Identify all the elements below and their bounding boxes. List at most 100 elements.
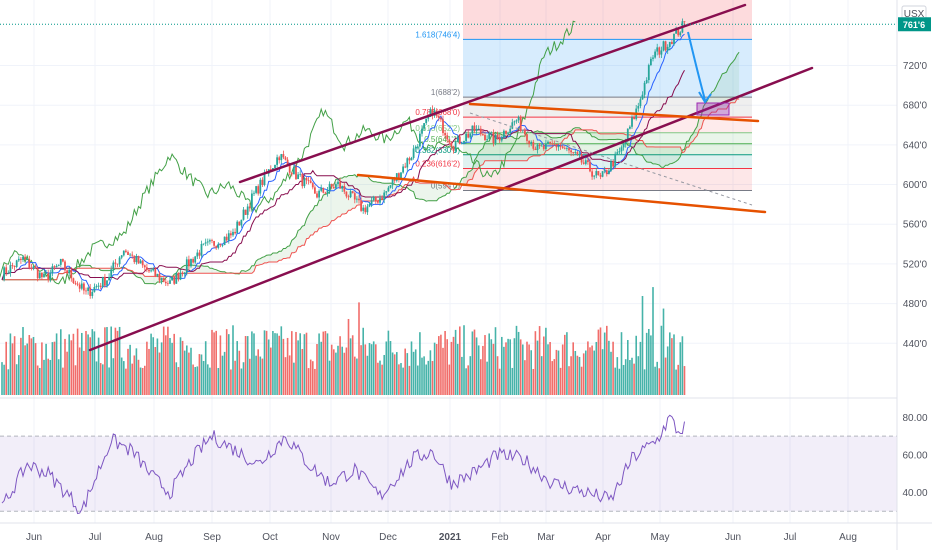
volume-bar	[345, 347, 348, 395]
candle-body	[76, 283, 79, 285]
candle-body	[286, 159, 289, 165]
volume-bar	[389, 341, 392, 395]
candle-body	[318, 190, 320, 198]
volume-bar	[165, 335, 167, 395]
candle-body	[673, 33, 675, 45]
volume-bar	[423, 356, 425, 395]
candle-body	[381, 198, 383, 200]
volume-bar	[664, 357, 667, 395]
volume-bar	[251, 331, 253, 395]
candle-body	[276, 157, 278, 165]
candle-body	[477, 128, 480, 130]
volume-bar	[553, 359, 556, 395]
volume-bar	[601, 349, 604, 395]
forecast-arrow	[687, 31, 706, 101]
candle-body	[463, 140, 465, 144]
volume-bar	[120, 357, 123, 395]
volume-bar	[196, 366, 199, 395]
volume-bar	[536, 340, 539, 395]
volume-bar	[167, 326, 169, 395]
candle-body	[639, 99, 642, 106]
volume-bar	[610, 351, 612, 395]
volume-bar	[223, 351, 226, 395]
candle-body	[122, 250, 125, 256]
volume-bar	[253, 333, 255, 395]
candle-body	[578, 153, 581, 155]
volume-bar	[557, 350, 560, 395]
volume-bar	[400, 363, 402, 395]
volume-bar	[408, 365, 411, 395]
rsi-tick-label: 60.00	[902, 450, 927, 461]
candle-body	[616, 152, 619, 154]
candle-body	[351, 191, 354, 194]
candle-body	[20, 258, 22, 260]
volume-bar	[431, 361, 434, 395]
candle-body	[509, 128, 512, 134]
candle-body	[572, 152, 575, 154]
volume-bar	[513, 338, 516, 395]
volume-bar	[545, 327, 547, 395]
volume-bar	[396, 352, 398, 395]
volume-bar	[375, 344, 377, 395]
candle-body	[106, 280, 108, 286]
candle-body	[641, 94, 644, 100]
volume-bar	[116, 330, 119, 395]
price-tick-label: 480'0	[903, 299, 928, 310]
volume-bar	[211, 329, 213, 395]
candle-body	[330, 183, 333, 187]
candle-body	[66, 270, 68, 274]
candle-body	[70, 269, 73, 279]
candle-body	[620, 147, 623, 152]
candle-body	[55, 265, 58, 268]
volume-bar	[675, 369, 677, 395]
volume-bar	[446, 339, 448, 395]
volume-bar	[324, 331, 327, 395]
volume-bar	[501, 336, 503, 395]
volume-bar	[511, 367, 514, 395]
volume-bar	[202, 360, 205, 395]
candle-body	[194, 256, 197, 263]
volume-bar	[612, 341, 614, 395]
rsi-band-fill	[0, 436, 897, 512]
candle-body	[129, 254, 131, 256]
volume-bar	[341, 346, 343, 395]
candle-body	[120, 255, 123, 258]
candle-body	[356, 198, 358, 200]
volume-bar	[381, 364, 383, 395]
volume-bar	[30, 338, 33, 395]
candle-body	[175, 273, 178, 284]
candle-body	[299, 173, 302, 175]
volume-bar	[631, 357, 633, 395]
volume-bar	[309, 359, 312, 395]
candle-body	[507, 133, 509, 134]
candle-body	[366, 206, 369, 213]
rsi-tick-label: 40.00	[902, 488, 927, 499]
volume-bar	[312, 361, 314, 395]
candle-body	[647, 65, 650, 81]
candle-body	[309, 180, 312, 184]
candle-body	[370, 200, 373, 205]
candle-body	[671, 41, 673, 45]
dashed-projection-line	[469, 112, 753, 206]
candle-body	[498, 137, 501, 141]
candle-body	[347, 196, 350, 198]
candle-body	[467, 133, 470, 138]
volume-bar	[242, 362, 245, 395]
volume-bar	[51, 342, 54, 395]
volume-bar	[442, 347, 444, 395]
volume-bar	[496, 356, 499, 395]
volume-bar	[291, 331, 293, 395]
candle-body	[28, 259, 31, 268]
candle-body	[290, 172, 293, 175]
candle-body	[158, 273, 161, 281]
volume-bar	[284, 357, 287, 395]
trend-lines[interactable]	[88, 3, 814, 352]
time-tick-label: 2021	[439, 532, 462, 543]
volume-bar	[186, 345, 188, 395]
volume-bar	[43, 359, 45, 395]
candle-body	[372, 196, 375, 201]
candle-body	[188, 259, 190, 267]
volume-bar	[614, 367, 616, 395]
candle-body	[345, 191, 348, 197]
